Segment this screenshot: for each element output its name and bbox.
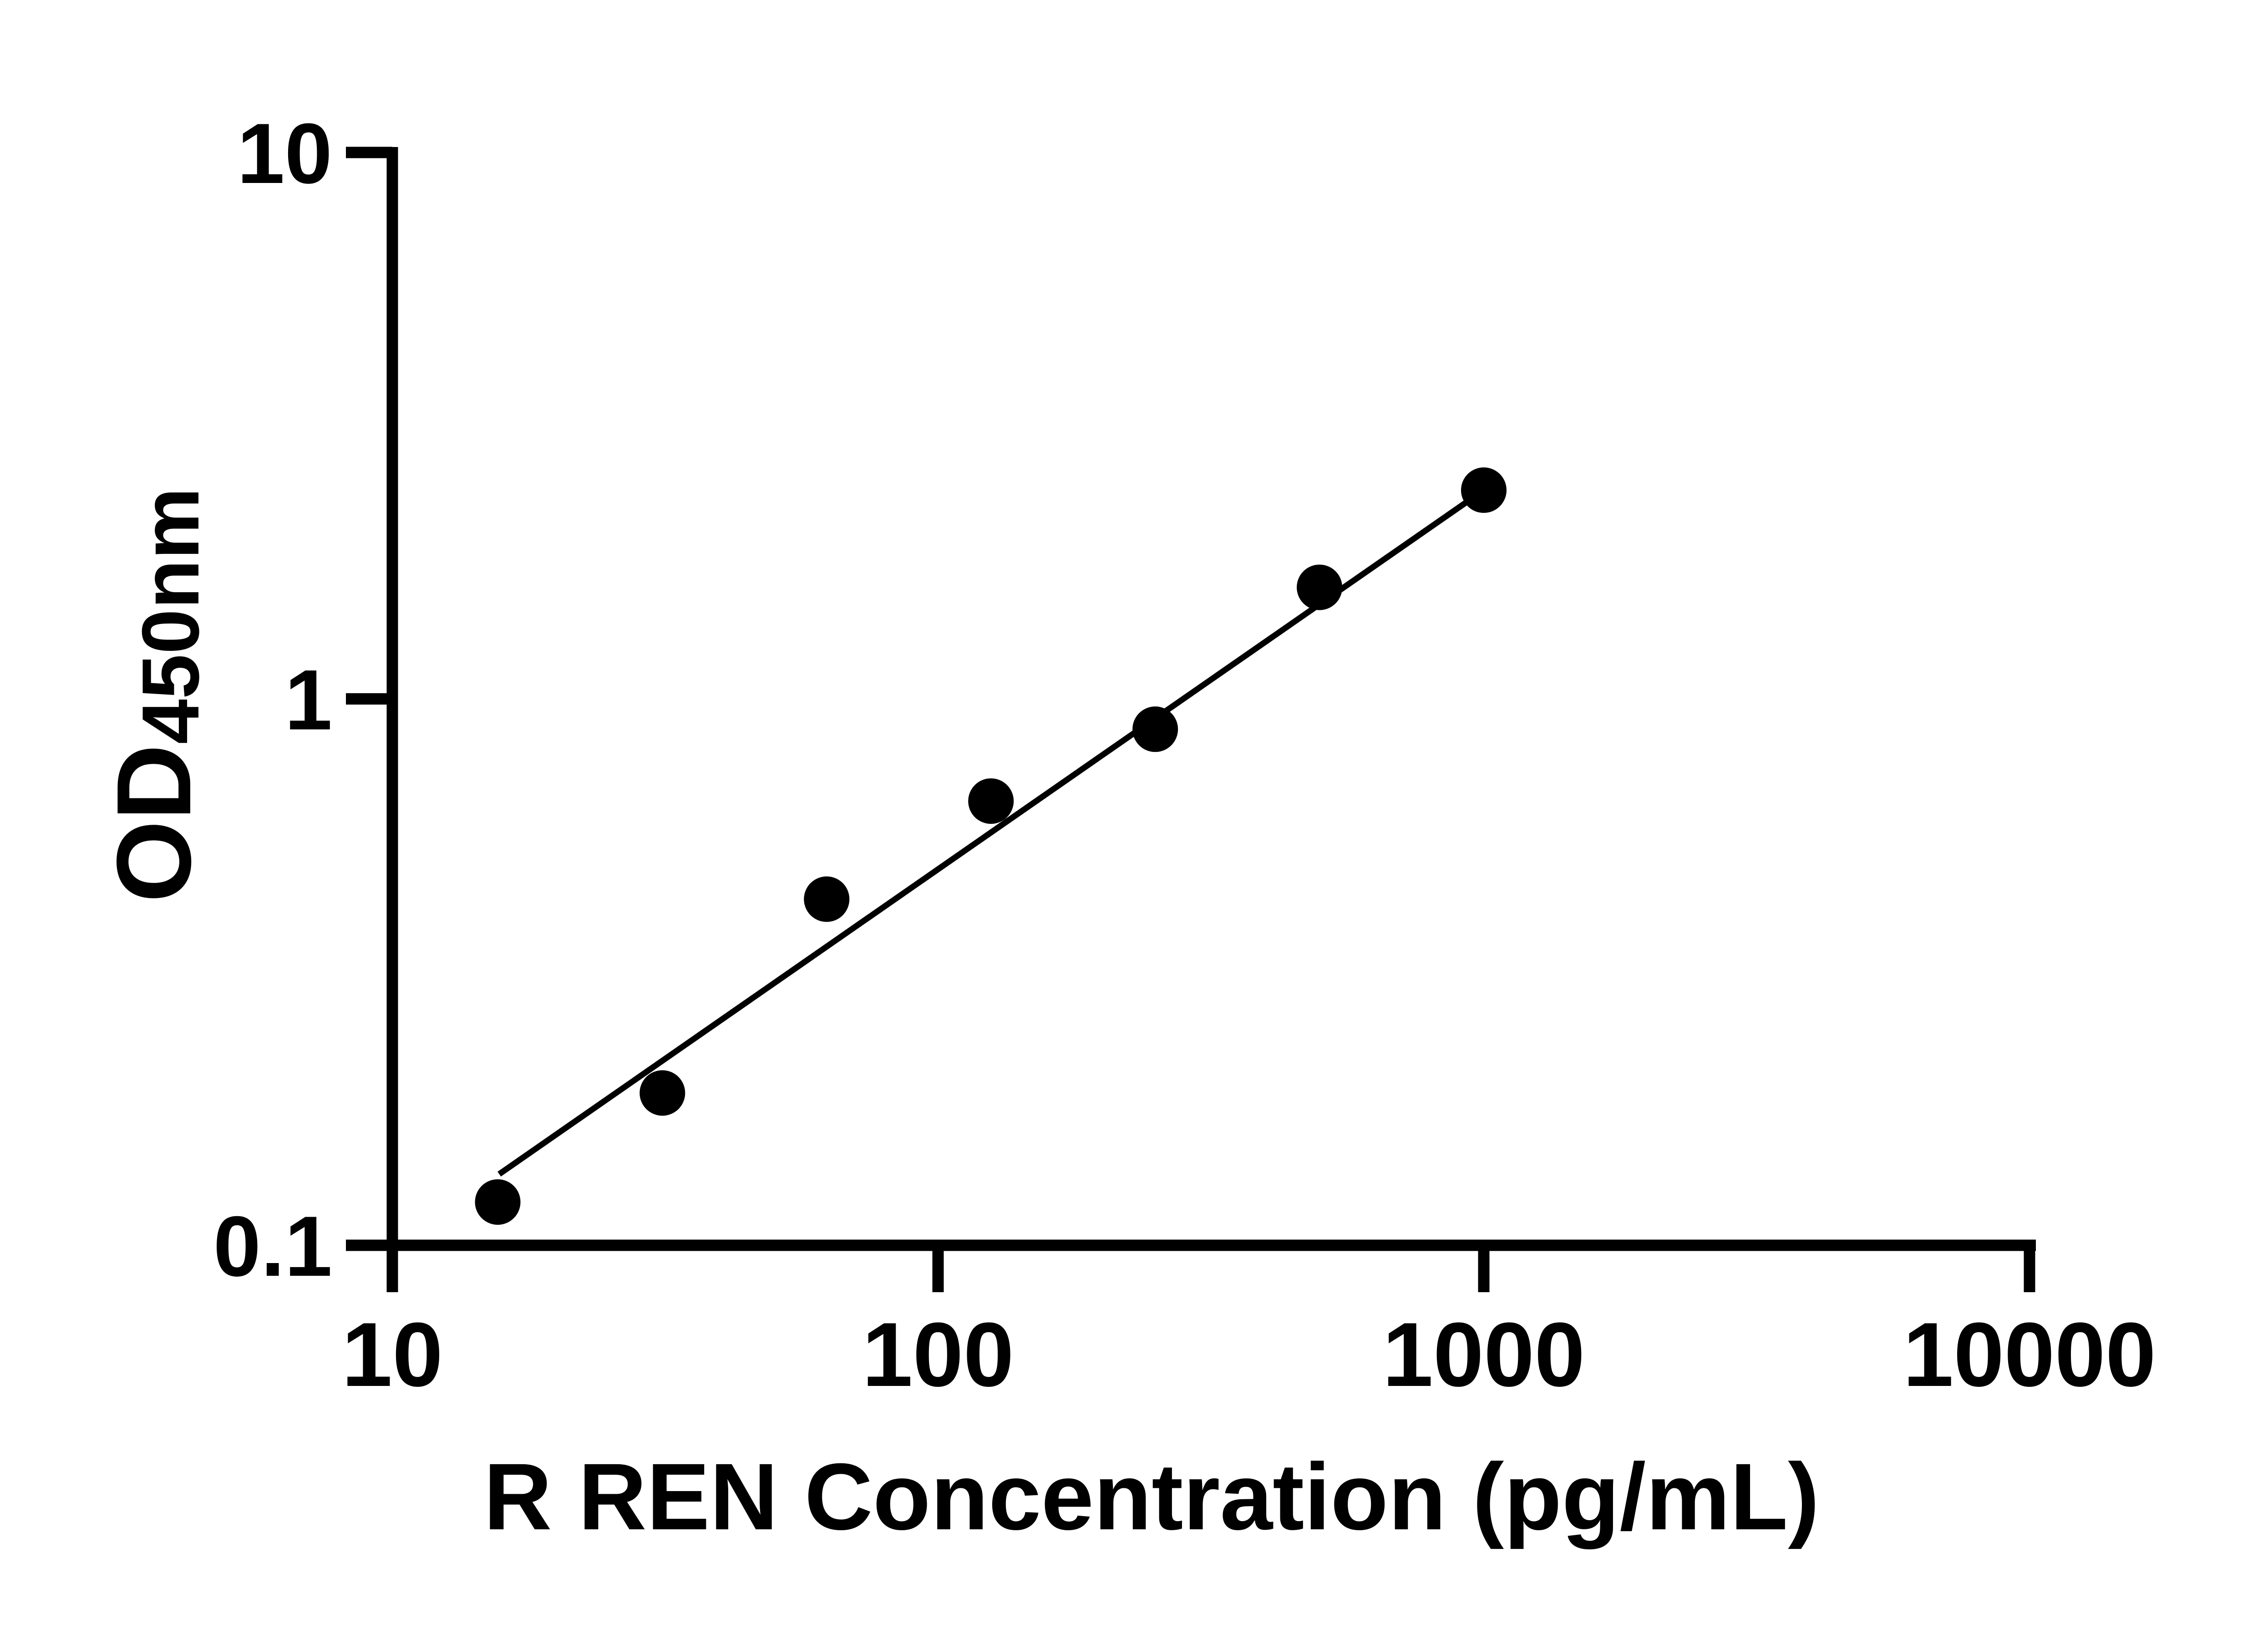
data-point — [1461, 467, 1507, 513]
ticks-layer: 10 100 1000 10000 0.1 1 10 — [213, 106, 2156, 1406]
data-point — [968, 778, 1014, 824]
data-layer — [475, 467, 1507, 1225]
y-axis-title: OD450nm — [95, 487, 216, 903]
y-tick-label: 1 — [284, 652, 332, 748]
data-point — [639, 1070, 685, 1116]
y-tick-label: 10 — [237, 106, 332, 201]
x-tick-label: 10 — [342, 1304, 443, 1406]
data-point — [1297, 564, 1343, 610]
y-tick-label: 0.1 — [213, 1198, 332, 1294]
x-axis-title: R REN Concentration (pg/mL) — [484, 1444, 1820, 1550]
y-axis-title-main: OD — [95, 744, 213, 903]
y-axis-title-subscript: 450nm — [125, 487, 216, 744]
data-point — [475, 1179, 521, 1225]
x-tick-label: 100 — [862, 1304, 1014, 1406]
data-point — [804, 876, 850, 922]
x-tick-label: 1000 — [1383, 1304, 1585, 1406]
x-tick-label: 10000 — [1903, 1304, 2156, 1406]
data-point — [1132, 706, 1178, 752]
